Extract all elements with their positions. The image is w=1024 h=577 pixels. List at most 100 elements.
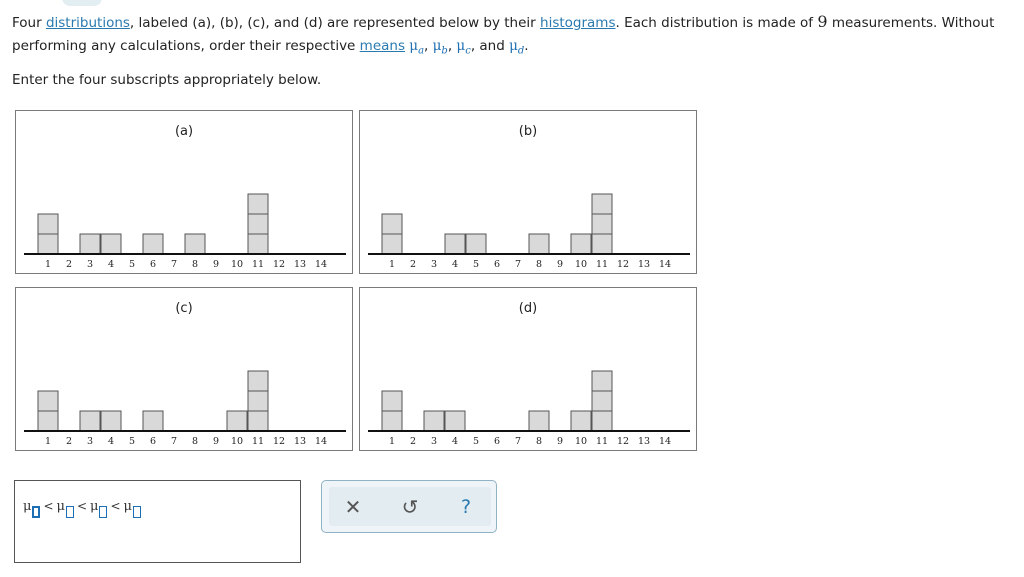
mu-symbol: μ <box>90 499 99 514</box>
question-prompt: Four distributions, labeled (a), (b), (c… <box>12 12 995 57</box>
histogram-cell-11 <box>591 233 613 255</box>
histogram-cell-1 <box>381 410 403 432</box>
x-tick-label: 7 <box>171 436 177 447</box>
x-tick-label: 2 <box>66 436 72 447</box>
help-button[interactable]: ? <box>446 487 486 526</box>
histogram-svg: (d)1 2 3 4 5 6 7 8 9 10 11 12 13 14 <box>368 301 690 447</box>
x-tick-label: 10 <box>231 259 243 270</box>
x-tick-label: 6 <box>494 436 500 447</box>
subscript-input-4[interactable] <box>133 506 141 518</box>
x-tick-label: 10 <box>575 259 587 270</box>
subscript-input-1[interactable] <box>32 506 41 518</box>
means-link[interactable]: means <box>359 38 405 54</box>
x-tick-label: 10 <box>575 436 587 447</box>
histograms-link[interactable]: histograms <box>540 15 616 31</box>
undo-icon: ↺ <box>401 494 419 519</box>
x-tick-label: 13 <box>294 259 306 270</box>
less-than-sign: < <box>43 499 54 513</box>
histogram-cell-11 <box>247 370 269 392</box>
mu-symbol: μ <box>123 499 132 514</box>
histogram-panel-a: (a) 1 2 3 4 5 6 7 8 9 10 11 12 13 14 <box>15 110 353 274</box>
x-tick-label: 6 <box>494 259 500 270</box>
less-than-sign: < <box>110 499 121 513</box>
distributions-link[interactable]: distributions <box>45 15 130 31</box>
histogram-cell-11 <box>591 370 613 392</box>
x-tick-label: 2 <box>410 259 416 270</box>
mean-order-inequality: μ < μ < μ < μ <box>23 499 141 518</box>
instruction-text: Enter the four subscripts appropriately … <box>12 72 322 88</box>
prompt-text: and <box>479 38 505 54</box>
histogram-cell-8 <box>528 233 550 255</box>
mu-c: μc <box>456 38 471 57</box>
histogram-label: (b) <box>519 124 537 139</box>
x-tick-label: 8 <box>192 436 198 447</box>
x-tick-label: 12 <box>273 436 285 447</box>
x-tick-label: 12 <box>617 436 629 447</box>
histogram-cell-1 <box>381 390 403 412</box>
mu-symbol: μ <box>23 499 32 514</box>
x-tick-label: 3 <box>431 259 437 270</box>
x-tick-label: 11 <box>252 259 264 270</box>
x-tick-label: 14 <box>659 436 671 447</box>
x-tick-label: 1 <box>389 259 395 270</box>
x-tick-label: 6 <box>150 259 156 270</box>
x-tick-label: 13 <box>638 436 650 447</box>
x-tick-label: 4 <box>108 436 114 447</box>
x-tick-label: 13 <box>294 436 306 447</box>
x-tick-label: 12 <box>617 259 629 270</box>
measurement-count: 9 <box>817 12 828 31</box>
subscript-input-2[interactable] <box>65 506 74 518</box>
prompt-text: , labeled (a), (b), (c), and (d) are rep… <box>129 15 536 31</box>
x-tick-label: 8 <box>536 259 542 270</box>
histogram-cell-6 <box>142 410 164 432</box>
x-tick-label: 3 <box>87 436 93 447</box>
clear-button[interactable]: ✕ <box>333 487 373 526</box>
histogram-svg: (c)1 2 3 4 5 6 7 8 9 10 11 12 13 14 <box>24 301 346 447</box>
histogram-cell-11 <box>591 410 613 432</box>
x-tick-label: 8 <box>192 259 198 270</box>
histogram-svg: (a)1 2 3 4 5 6 7 8 9 10 11 12 13 14 <box>24 124 346 270</box>
mu-b: μb <box>432 38 448 57</box>
histogram-cell-1 <box>381 213 403 235</box>
top-tab-indicator <box>62 0 102 6</box>
x-tick-label: 1 <box>45 436 51 447</box>
question-icon: ? <box>460 495 472 518</box>
x-tick-label: 3 <box>431 436 437 447</box>
less-than-sign: < <box>76 499 88 513</box>
prompt-text: Four <box>12 15 42 31</box>
histogram-label: (c) <box>175 301 192 316</box>
histogram-cell-1 <box>381 233 403 255</box>
histogram-cell-8 <box>184 233 206 255</box>
histogram-cell-3 <box>79 410 101 432</box>
histogram-cell-1 <box>37 233 59 255</box>
histogram-panel-b: (b) 1 2 3 4 5 6 7 8 9 10 11 12 13 14 <box>359 110 697 274</box>
mu-d: μd <box>509 38 525 57</box>
x-tick-label: 13 <box>638 259 650 270</box>
histogram-cell-4 <box>100 233 122 255</box>
histogram-panel-d: (d) 1 2 3 4 5 6 7 8 9 10 11 12 13 14 <box>359 287 697 451</box>
histogram-cell-4 <box>444 410 466 432</box>
x-tick-label: 1 <box>45 259 51 270</box>
histogram-svg: (b)1 2 3 4 5 6 7 8 9 10 11 12 13 14 <box>368 124 690 270</box>
x-tick-label: 14 <box>659 259 671 270</box>
x-tick-label: 11 <box>252 436 264 447</box>
x-tick-label: 12 <box>273 259 285 270</box>
x-tick-label: 5 <box>473 436 479 447</box>
close-icon: ✕ <box>344 494 362 519</box>
histogram-cell-1 <box>37 390 59 412</box>
histogram-label: (a) <box>175 124 193 139</box>
subscript-input-3[interactable] <box>99 506 108 518</box>
x-tick-label: 4 <box>108 259 114 270</box>
undo-button[interactable]: ↺ <box>390 487 430 526</box>
histogram-cell-3 <box>79 233 101 255</box>
histogram-cell-10 <box>570 233 592 255</box>
x-tick-label: 8 <box>536 436 542 447</box>
histogram-label: (d) <box>519 301 537 316</box>
x-tick-label: 1 <box>389 436 395 447</box>
x-tick-label: 9 <box>213 436 219 447</box>
histogram-cell-10 <box>226 410 248 432</box>
answer-toolbar: ✕ ↺ ? <box>321 480 497 533</box>
histogram-cell-11 <box>247 233 269 255</box>
answer-slot-2: μ <box>57 499 74 518</box>
histogram-cell-1 <box>37 410 59 432</box>
